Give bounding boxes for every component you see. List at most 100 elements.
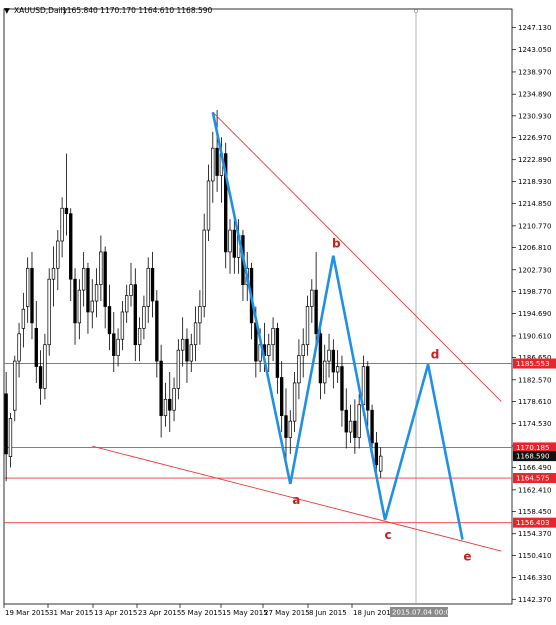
channel-line [92,445,502,552]
candle-body [90,300,94,313]
y-tick-label: 1194.690 [518,310,551,318]
y-tick-label: 1230.930 [518,112,551,120]
candle-body [99,251,103,286]
price-label-box [513,473,556,484]
candle-body [288,420,292,438]
candle-body [275,327,280,378]
candle-body [323,360,327,384]
candle-body [81,267,86,291]
candle-body [176,349,181,389]
candle-body [357,404,361,438]
candle-body [224,153,228,253]
candle-body [314,289,318,335]
candle-body [86,267,90,313]
x-tick-label: 19 Mar 2015 [5,609,49,617]
x-tick-label: 27 May 2015 [264,609,310,617]
candle-body [116,338,120,356]
candle-body [47,278,51,346]
wave-path [211,111,464,540]
y-tick-label: 1166.490 [518,464,551,472]
y-tick-label: 1150.410 [518,552,551,560]
y-tick-label: 1190.610 [518,332,551,340]
candle-body [112,333,116,356]
candle-body [34,327,38,367]
collapse-marker[interactable]: ▼ [4,6,10,15]
grid [3,8,513,605]
candle-body [21,308,26,329]
price-label-text: 1170.185 [516,444,549,452]
candle-body [120,311,125,340]
horizontal-levels [4,363,512,524]
price-label-box [513,517,556,528]
candle-body [129,284,133,296]
crosshair-date-box [390,607,448,617]
candle-body [215,147,219,176]
candle-body [193,322,198,346]
price-label-box [513,451,556,462]
candle-body [13,360,17,411]
candle-body [73,278,77,324]
candle-body [211,147,215,182]
candle-body [43,344,47,389]
y-tick-label: 1174.530 [518,420,551,428]
y-tick-label: 1214.850 [518,200,551,208]
wave-label: e [463,550,471,564]
price-label-text: 1185.553 [516,360,549,368]
candle-body [327,349,331,362]
y-tick-label: 1206.810 [518,244,551,252]
wave-label: b [332,237,341,251]
y-tick-label: 1198.770 [518,288,551,296]
y-tick-label: 1182.570 [518,376,551,384]
price-label-box [513,358,556,369]
y-tick-label: 1154.370 [518,530,551,538]
candle-body [77,289,82,324]
candle-body [267,344,271,356]
plot-frame [3,8,513,605]
candle-body [142,306,146,329]
candle-body [379,455,383,472]
candle-body [202,229,206,307]
y-tick-label: 1146.330 [518,574,551,582]
price-label-box [513,442,556,453]
candle-body [284,415,288,438]
candle-body [172,388,176,411]
time-axis: 19 Mar 2015 31 Mar 2015 13 Apr 2015 23 Apr … [3,604,454,617]
candle-body [310,289,314,307]
wave-line [211,111,464,540]
candle-body [25,267,30,307]
x-tick-label: 8 Jun 2015 [309,609,347,617]
candle-body [133,284,137,346]
y-tick-label: 1178.610 [518,398,551,406]
y-tick-label: 1158.450 [518,508,551,516]
candle-body [344,409,348,433]
candle-body [348,420,353,433]
y-tick-label: 1243.050 [518,46,551,54]
candle-body [370,409,374,444]
y-tick-label: 1202.730 [518,266,551,274]
candle-body [4,393,8,455]
candle-body [353,420,357,438]
candle-body [180,338,185,351]
candle-body [17,333,21,362]
candle-body [38,366,43,389]
ohlc-values: 1165.840 1170.170 1164.610 1168.590 [62,6,213,15]
wave-label: a [292,493,300,507]
y-tick-label: 1210.770 [518,222,551,230]
candles [4,109,383,482]
candle-body [189,344,193,362]
candle-body [331,349,336,373]
y-tick-label: 1247.130 [518,24,551,32]
wave-label: d [431,347,440,361]
y-tick-label: 1234.890 [518,91,551,99]
candle-body [150,267,155,302]
x-tick-label: 23 Apr 2015 [138,609,181,617]
x-tick-label: 31 Mar 2015 [49,609,93,617]
chart-header: ▼ XAUUSD,Daily 1165.840 1170.170 1164.61… [4,6,213,15]
candle-body [107,306,112,335]
candle-body [155,300,159,362]
candle-body [125,295,129,313]
candle-body [64,207,69,215]
y-tick-label: 1142.370 [518,596,551,604]
